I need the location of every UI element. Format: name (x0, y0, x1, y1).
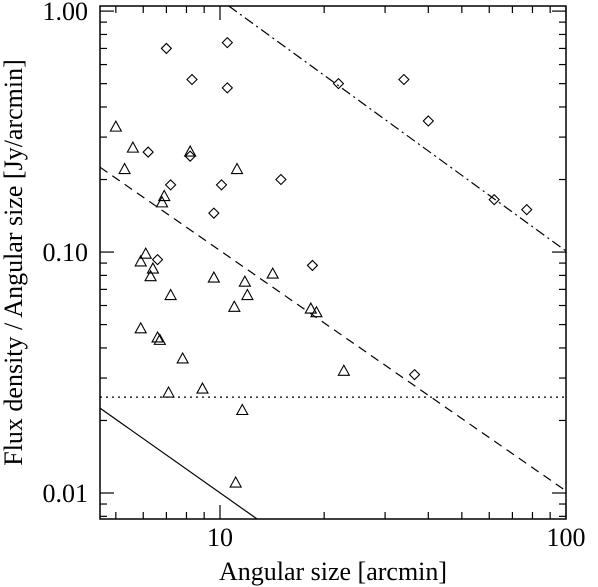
diamond-point (221, 36, 234, 49)
y-tick-label: 1.00 (43, 0, 89, 26)
triangle-point (227, 300, 241, 312)
diamond-point (520, 203, 533, 216)
diamond-point (208, 207, 220, 219)
triangle-point (151, 330, 164, 343)
diamond-point (186, 73, 198, 86)
triangle-point (162, 385, 175, 398)
triangle-point (157, 189, 171, 202)
y-tick-label: 0.01 (43, 479, 89, 508)
triangle-point (207, 270, 221, 283)
triangle-point (146, 261, 160, 274)
data-points (109, 36, 533, 488)
dashdot-line (228, 6, 566, 252)
diamond-point (398, 73, 410, 86)
x-axis-label: Angular size [arcmin] (219, 557, 447, 586)
triangle-point (229, 475, 243, 488)
triangle-point (109, 119, 123, 132)
y-tick-label: 0.10 (43, 238, 89, 267)
triangle-point (235, 403, 249, 416)
triangle-point (196, 381, 209, 394)
triangle-point (118, 162, 132, 175)
triangle-point (126, 140, 140, 153)
axis-ticks (100, 6, 567, 519)
triangle-point (304, 301, 318, 314)
diamond-point (275, 173, 287, 186)
triangle-point (183, 144, 197, 157)
triangle-point (134, 254, 148, 267)
diamond-point (488, 193, 500, 206)
diamond-point (408, 368, 421, 381)
triangle-point (164, 288, 178, 301)
diamond-point (306, 259, 319, 272)
x-tick-label: 10 (207, 523, 233, 552)
diamond-point (151, 253, 164, 266)
triangle-point (144, 269, 157, 282)
triangle-point (266, 266, 280, 279)
reference-lines (100, 6, 566, 519)
diamond-point (422, 115, 435, 127)
diamond-point (164, 179, 177, 191)
diamond-point (160, 42, 173, 55)
y-axis-label: Flux density / Angular size [Jy/arcmin] (0, 59, 28, 466)
triangle-point (238, 275, 252, 287)
diamond-point (142, 146, 154, 158)
x-tick-label: 100 (547, 523, 586, 552)
diamond-point (215, 179, 228, 191)
triangle-point (337, 364, 351, 376)
diamond-point (184, 150, 196, 162)
triangle-point (240, 288, 254, 301)
diamond-point (332, 77, 345, 90)
triangle-point (134, 321, 148, 334)
triangle-point (310, 305, 323, 318)
triangle-point (139, 247, 153, 259)
solid-line (100, 407, 258, 519)
tick-labels: 10 100 0.01 0.10 1.00 (43, 0, 586, 552)
triangle-point (153, 333, 167, 345)
triangle-point (176, 351, 190, 364)
dashed-line (100, 166, 566, 492)
diamond-point (221, 82, 234, 94)
triangle-point (230, 162, 244, 175)
triangle-point (155, 195, 169, 208)
